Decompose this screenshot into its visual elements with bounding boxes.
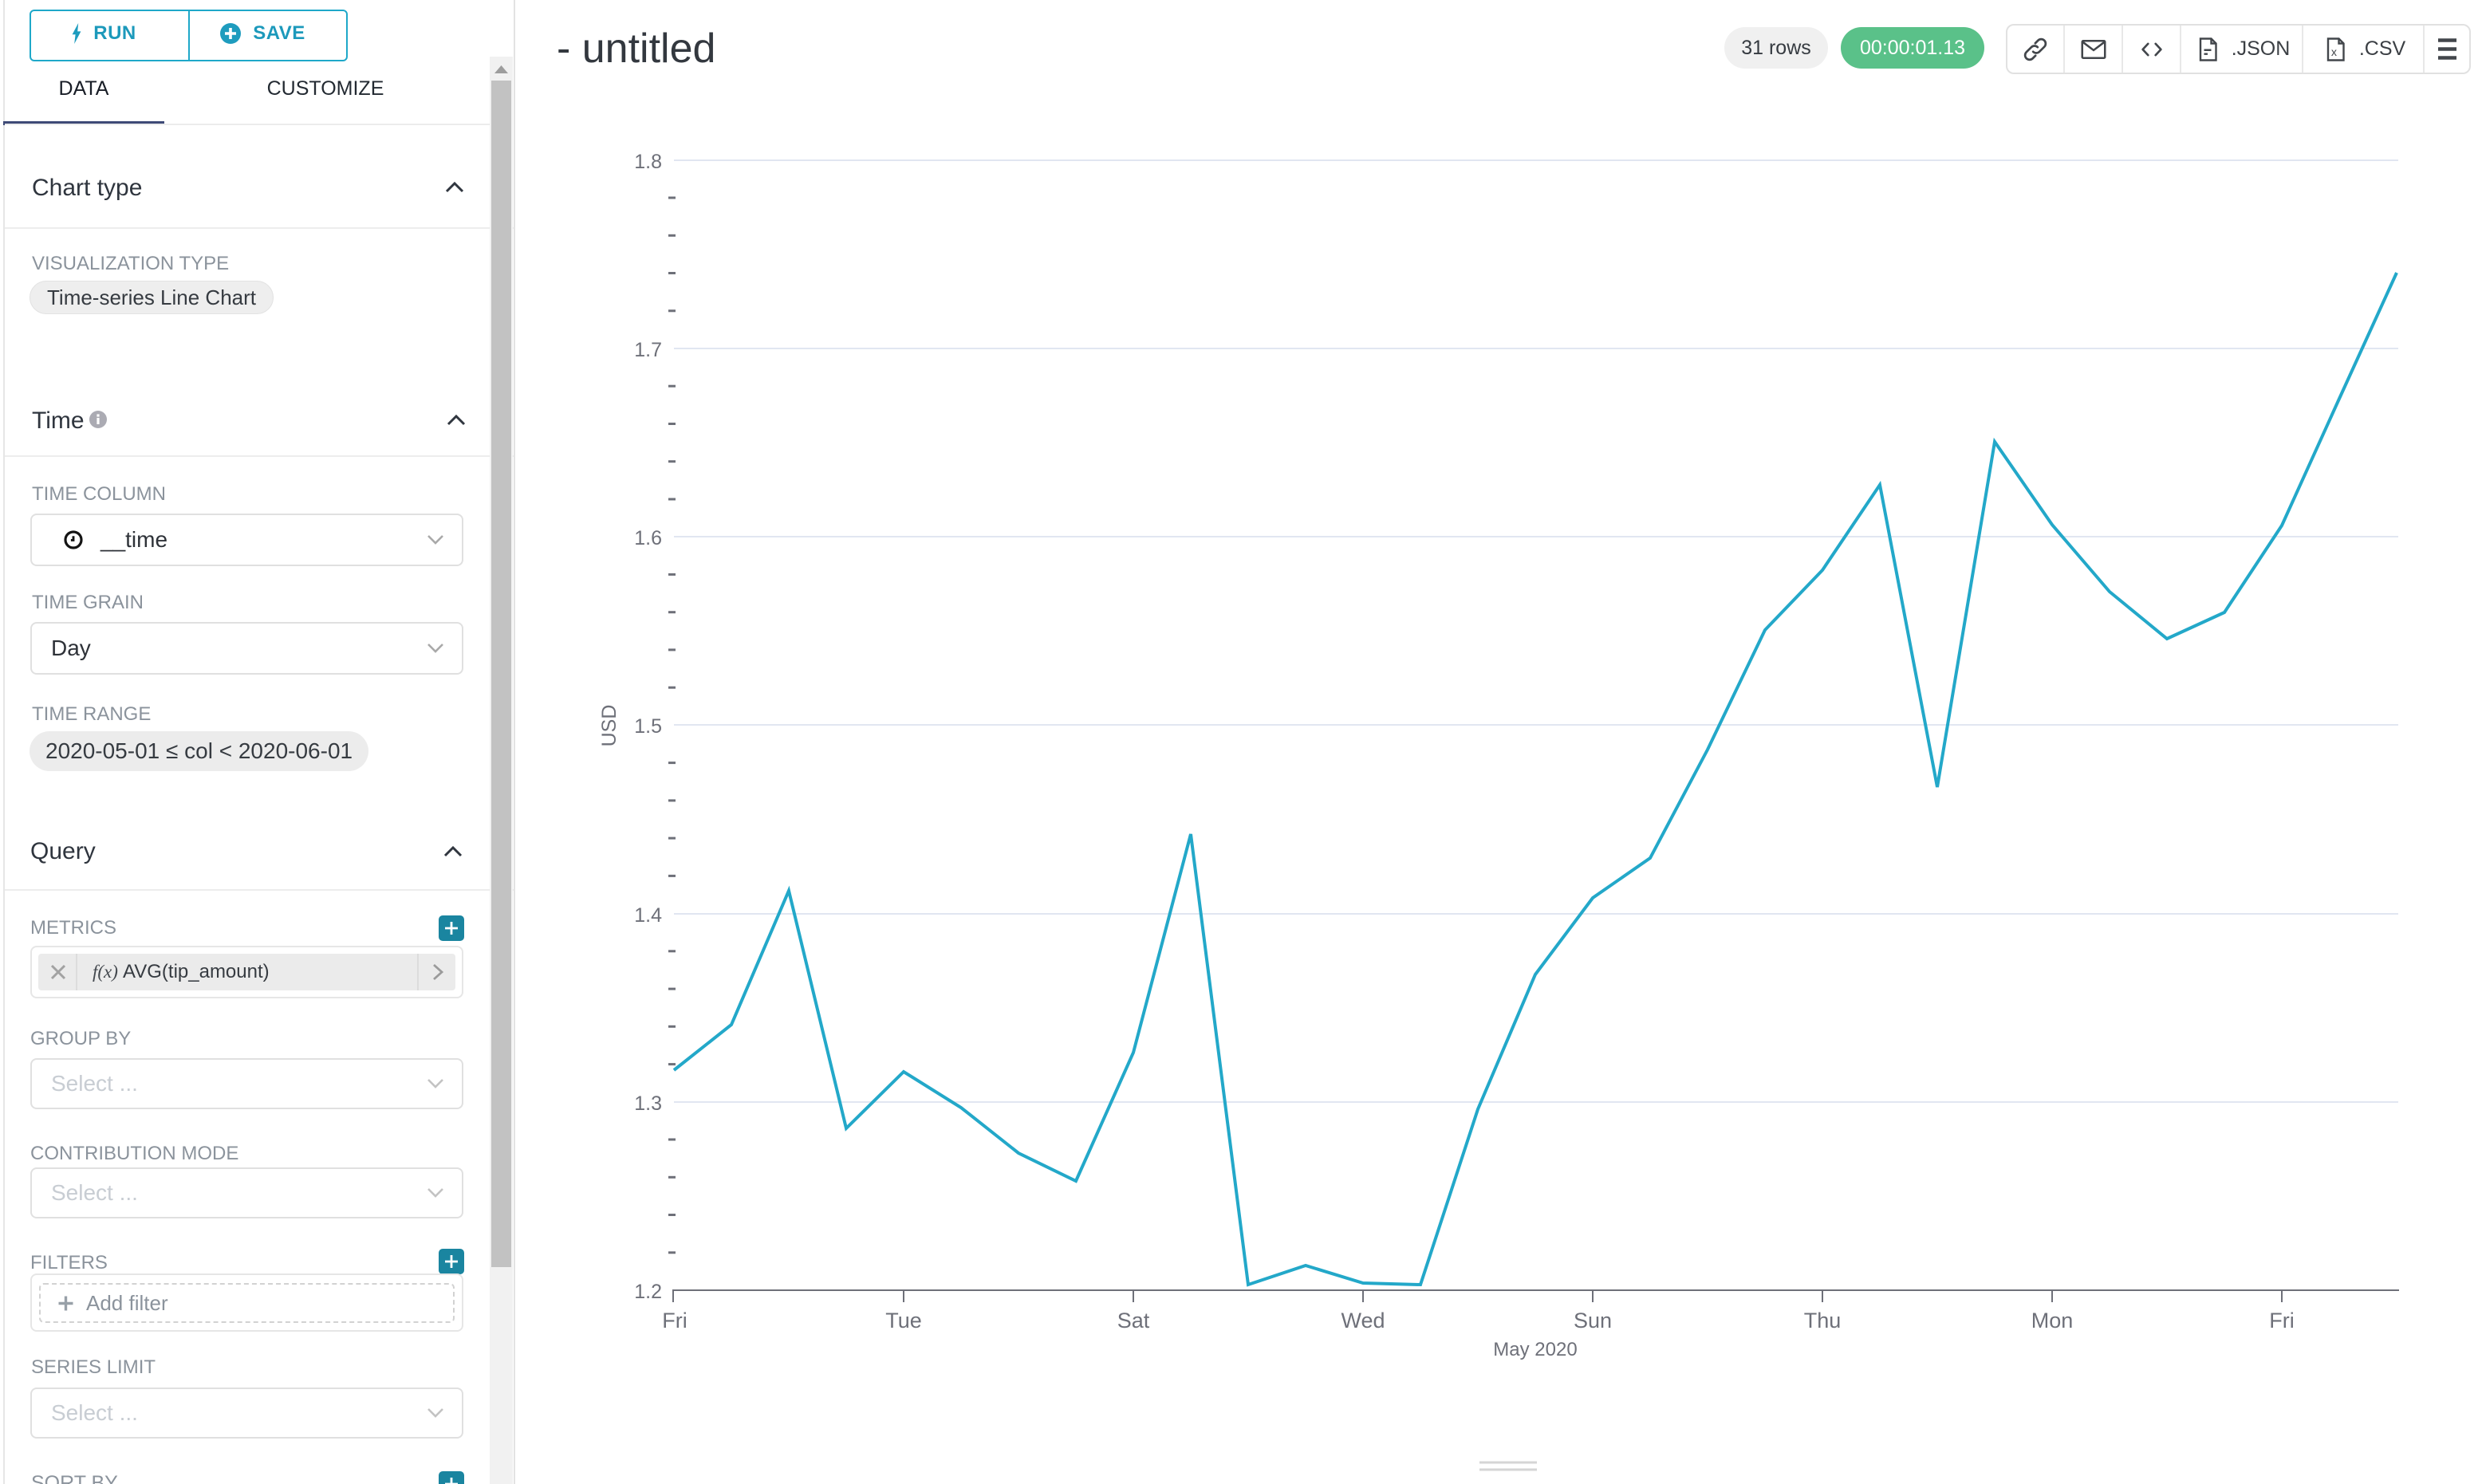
svg-text:Wed: Wed [1341,1309,1385,1332]
svg-text:Sun: Sun [1574,1309,1612,1332]
svg-text:Fri: Fri [662,1309,687,1332]
svg-text:1.2: 1.2 [634,1281,662,1303]
svg-text:Tue: Tue [885,1309,922,1332]
svg-text:USD: USD [598,705,620,747]
svg-text:1.3: 1.3 [634,1092,662,1115]
svg-text:1.6: 1.6 [634,527,662,549]
svg-text:May 2020: May 2020 [1493,1339,1577,1360]
svg-text:Mon: Mon [2031,1309,2074,1332]
svg-text:Fri: Fri [2269,1309,2294,1332]
svg-text:Thu: Thu [1804,1309,1842,1332]
svg-text:x: x [2331,45,2337,58]
svg-text:Sat: Sat [1117,1309,1150,1332]
svg-text:1.7: 1.7 [634,339,662,361]
svg-text:1.5: 1.5 [634,715,662,738]
svg-text:1.4: 1.4 [634,904,662,927]
svg-text:1.8: 1.8 [634,151,662,173]
